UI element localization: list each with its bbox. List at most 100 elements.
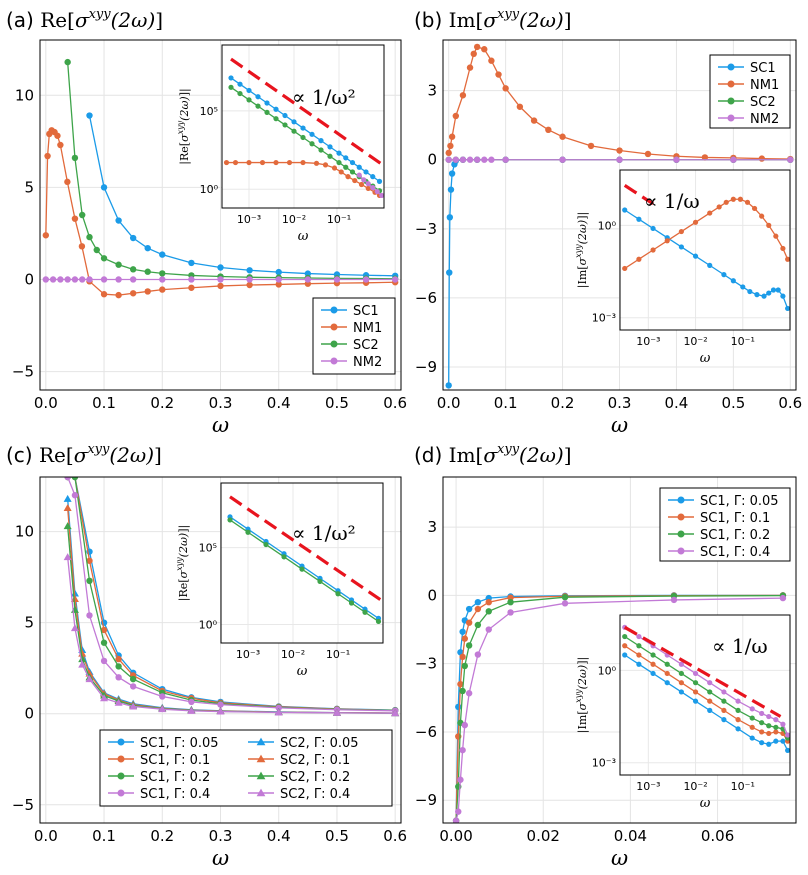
data-point <box>264 109 270 115</box>
data-point <box>232 159 239 166</box>
data-point <box>237 90 243 97</box>
legend-label: SC2, Γ: 0.1 <box>280 753 350 768</box>
d-xtick: 0.06 <box>701 827 734 845</box>
data-point <box>721 698 727 704</box>
b-xtick: 0.6 <box>778 394 802 412</box>
data-point <box>561 600 569 607</box>
data-point <box>773 717 779 723</box>
reference-line <box>230 57 383 166</box>
data-point <box>721 689 727 695</box>
data-point <box>356 164 362 170</box>
d-xtick: 0.00 <box>439 827 472 845</box>
data-point <box>63 522 72 530</box>
data-point <box>636 643 642 649</box>
data-point <box>86 577 93 584</box>
b-xtick: 0.0 <box>437 394 461 412</box>
c-xtick: 0.5 <box>325 827 349 845</box>
data-point <box>273 106 279 112</box>
data-point <box>228 75 234 81</box>
data-point <box>300 159 306 166</box>
data-point <box>474 598 482 606</box>
data-point <box>650 652 656 658</box>
data-point <box>636 256 642 262</box>
data-point <box>692 219 699 225</box>
c-xlabel: ω <box>212 846 229 870</box>
data-point <box>721 717 727 723</box>
data-point <box>115 674 122 681</box>
legend-marker <box>117 789 125 797</box>
data-point <box>779 594 787 602</box>
panel-c: 0.0 0.1 0.2 0.3 0.4 0.5 0.6 10 5 0 −5 ω (c) Re[σxyy(… <box>6 442 407 870</box>
data-point <box>273 159 279 166</box>
data-point <box>275 268 282 276</box>
data-point <box>759 729 765 735</box>
data-point <box>664 670 670 677</box>
a-frame <box>39 39 402 391</box>
data-point <box>42 232 50 239</box>
data-point <box>54 132 61 139</box>
data-point <box>273 116 279 122</box>
legend-item: SC2, Γ: 0.4 <box>248 787 350 802</box>
data-point <box>259 159 266 166</box>
data-point <box>737 196 744 202</box>
data-point <box>446 214 454 221</box>
data-point <box>336 159 342 166</box>
c-xtick: 0.4 <box>267 827 291 845</box>
data-point <box>159 251 166 258</box>
data-point <box>622 265 628 272</box>
b-ytick: −3 <box>415 220 437 238</box>
b-xtick: 0.4 <box>665 394 689 412</box>
data-point <box>466 64 474 71</box>
legend-marker <box>117 755 125 763</box>
legend-marker <box>330 357 338 365</box>
d-legend: SC1, Γ: 0.05 SC1, Γ: 0.1 SC1, Γ: 0.2 SC1, Γ… <box>659 487 791 562</box>
a-ytick: 5 <box>24 178 34 196</box>
data-point <box>282 112 288 119</box>
data-point <box>473 43 481 51</box>
data-point <box>445 382 452 389</box>
legend-label: SC2 <box>353 338 379 353</box>
inset-xtick: 10⁻¹ <box>731 335 755 348</box>
inset-ytick: 10⁰ <box>598 664 617 677</box>
inset-xtick: 10⁻¹ <box>731 780 755 793</box>
legend-label: NM1 <box>353 321 382 336</box>
inset-frame <box>220 482 384 644</box>
data-point <box>304 270 312 277</box>
data-point <box>327 153 333 159</box>
b-xtick: 0.2 <box>551 394 575 412</box>
legend-item: SC1, Γ: 0.05 <box>108 736 219 751</box>
data-point <box>64 58 71 66</box>
c-xtick: 0.6 <box>383 827 407 845</box>
data-point <box>71 477 79 481</box>
legend-label: SC1, Γ: 0.2 <box>140 770 210 785</box>
legend-item: SC1, Γ: 0.1 <box>108 753 210 768</box>
data-point <box>561 593 569 601</box>
data-point <box>636 661 642 667</box>
data-point <box>291 128 297 134</box>
data-point <box>735 726 741 732</box>
data-point <box>343 164 349 170</box>
data-point <box>114 698 123 706</box>
d-inset-series-sc1-0-4 <box>622 624 790 738</box>
data-point <box>785 747 790 753</box>
inset-xtick: 10⁻³ <box>236 648 260 661</box>
data-point <box>115 217 122 224</box>
a-ytick: 0 <box>24 270 34 288</box>
data-point <box>452 156 460 163</box>
data-point <box>488 57 495 64</box>
c-series-sc2-0-4 <box>63 553 400 717</box>
a-series-sc1 <box>86 112 399 279</box>
c-ytick: 5 <box>24 614 34 632</box>
a-title: (a) Re[σxyy(2ω)] <box>6 7 163 32</box>
data-point <box>773 729 779 735</box>
data-point <box>485 608 492 615</box>
data-point <box>129 234 137 242</box>
data-point <box>391 709 400 717</box>
d-ytick: −3 <box>415 655 437 673</box>
data-point <box>516 103 524 110</box>
data-point <box>348 600 355 606</box>
data-point <box>773 724 779 730</box>
data-point <box>246 281 253 289</box>
data-point <box>275 281 282 288</box>
data-point <box>217 264 224 271</box>
